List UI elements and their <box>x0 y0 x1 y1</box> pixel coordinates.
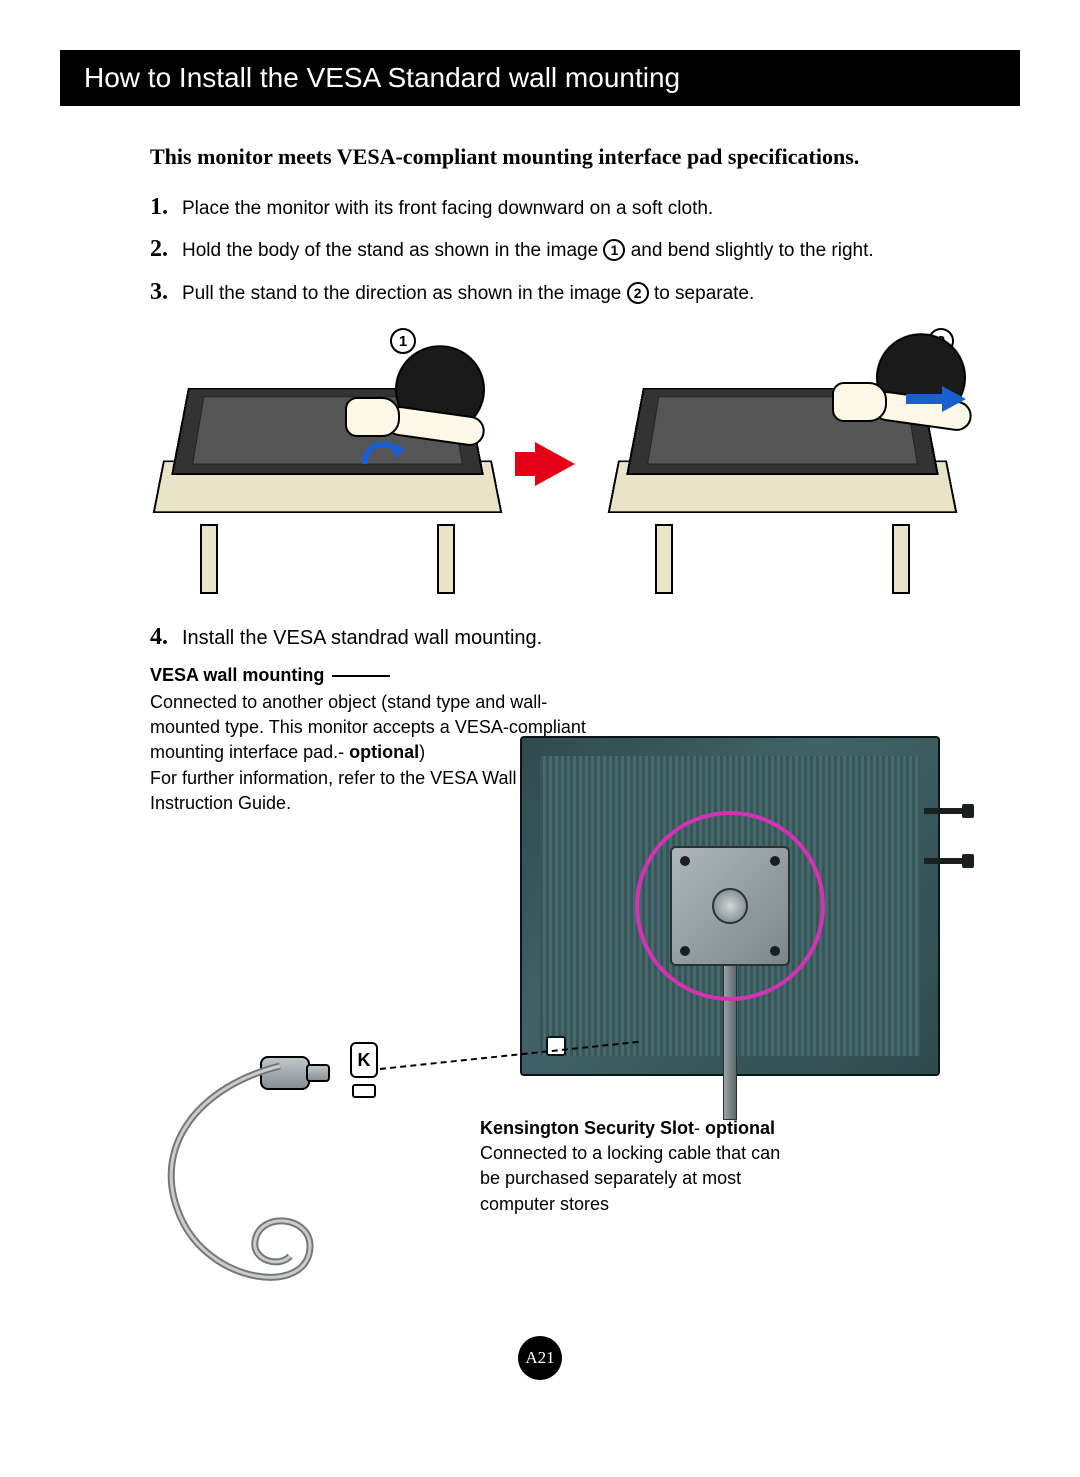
vesa-heading-row: VESA wall mounting <box>150 665 960 686</box>
step-text: Pull the stand to the direction as shown… <box>182 280 754 308</box>
table-leg-icon <box>437 524 455 594</box>
steps-list: 1. Place the monitor with its front faci… <box>150 190 960 310</box>
step-text: Place the monitor with its front facing … <box>182 195 713 223</box>
magenta-ring-icon <box>635 811 825 1001</box>
step-3: 3. Pull the stand to the direction as sh… <box>150 275 960 310</box>
kensington-heading-b: - <box>694 1118 705 1138</box>
page-number: A21 <box>525 1348 554 1368</box>
step-text: Hold the body of the stand as shown in t… <box>182 237 874 265</box>
step-number: 2. <box>150 232 172 267</box>
illustration-2: 2 <box>605 334 960 594</box>
page-number-badge: A21 <box>518 1336 562 1380</box>
table-leg-icon <box>892 524 910 594</box>
lower-illustration: K Kensington Security Slot- optional Con… <box>150 836 960 1316</box>
illustration-1: 1 <box>150 334 505 594</box>
table-leg-icon <box>655 524 673 594</box>
page-title-text: How to Install the VESA Standard wall mo… <box>84 62 680 93</box>
illus-badge-1-icon: 1 <box>390 328 416 354</box>
pull-arrow-icon <box>906 384 966 414</box>
step-number: 1. <box>150 190 172 225</box>
lock-cable-icon <box>140 1036 480 1316</box>
vesa-heading: VESA wall mounting <box>150 665 324 686</box>
circled-1-icon: 1 <box>603 239 625 261</box>
screw-icon <box>924 808 968 814</box>
vesa-optional: optional <box>349 742 419 762</box>
red-arrow-icon <box>535 442 575 486</box>
step-text: Install the VESA standrad wall mounting. <box>182 627 542 650</box>
table-leg-icon <box>200 524 218 594</box>
heading-rule-icon <box>332 675 390 677</box>
bend-arrow-icon <box>355 429 405 479</box>
kensington-heading-a: Kensington Security Slot <box>480 1118 694 1138</box>
kensington-slot-icon <box>546 1036 566 1056</box>
kensington-text: Kensington Security Slot- optional Conne… <box>480 1116 800 1217</box>
monitor-rear-icon <box>520 736 940 1076</box>
step-1: 1. Place the monitor with its front faci… <box>150 190 960 225</box>
step-number: 3. <box>150 275 172 310</box>
step-text-post: and bend slightly to the right. <box>631 240 874 261</box>
page-title-bar: How to Install the VESA Standard wall mo… <box>60 50 1020 106</box>
illustration-row: 1 2 <box>150 334 960 594</box>
step-text-pre: Hold the body of the stand as shown in t… <box>182 240 603 261</box>
step-text-post: to separate. <box>654 283 754 304</box>
screw-icon <box>924 858 968 864</box>
kensington-optional: optional <box>705 1118 775 1138</box>
step-number: 4. <box>150 624 172 651</box>
step-4: 4. Install the VESA standrad wall mounti… <box>150 624 960 651</box>
step-text-pre: Pull the stand to the direction as shown… <box>182 283 627 304</box>
circled-2-icon: 2 <box>627 282 649 304</box>
vesa-body-b: ) <box>419 742 425 762</box>
step-2: 2. Hold the body of the stand as shown i… <box>150 232 960 267</box>
kensington-body: Connected to a locking cable that can be… <box>480 1143 780 1213</box>
intro-paragraph: This monitor meets VESA-compliant mounti… <box>150 142 960 172</box>
